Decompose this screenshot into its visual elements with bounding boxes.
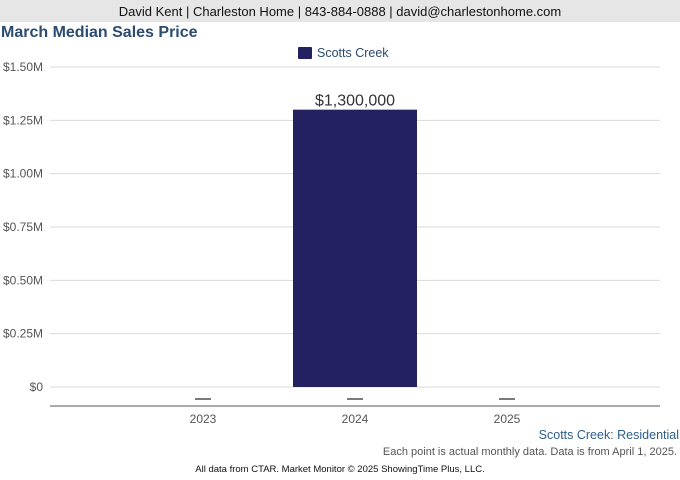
chart-subtitle: Scotts Creek: Residential — [538, 428, 679, 442]
bar[interactable] — [293, 109, 417, 388]
contact-header: David Kent | Charleston Home | 843-884-0… — [0, 0, 680, 22]
contact-text: David Kent | Charleston Home | 843-884-0… — [118, 3, 562, 19]
y-tick-label: $0.75M — [3, 220, 43, 234]
data-note: Each point is actual monthly data. Data … — [382, 446, 677, 458]
footer-credit: All data from CTAR. Market Monitor © 202… — [195, 464, 485, 475]
y-tick-label: $1.50M — [3, 60, 43, 74]
legend-swatch — [298, 47, 312, 59]
data-label: $1,300,000 — [315, 93, 395, 110]
y-tick-label: $0.50M — [3, 273, 43, 287]
chart-legend[interactable]: Scotts Creek — [298, 46, 389, 60]
y-tick-label: $1.25M — [3, 113, 43, 127]
x-tick-label: 2025 — [494, 412, 521, 426]
y-tick-label: $1.00M — [3, 167, 43, 181]
x-tick-label: 2023 — [190, 412, 217, 426]
y-tick-label: $0.25M — [3, 327, 43, 341]
y-tick-label: $0 — [30, 380, 44, 394]
legend-label: Scotts Creek — [317, 46, 389, 60]
chart-title: March Median Sales Price — [1, 24, 198, 41]
x-tick-label: 2024 — [342, 412, 369, 426]
